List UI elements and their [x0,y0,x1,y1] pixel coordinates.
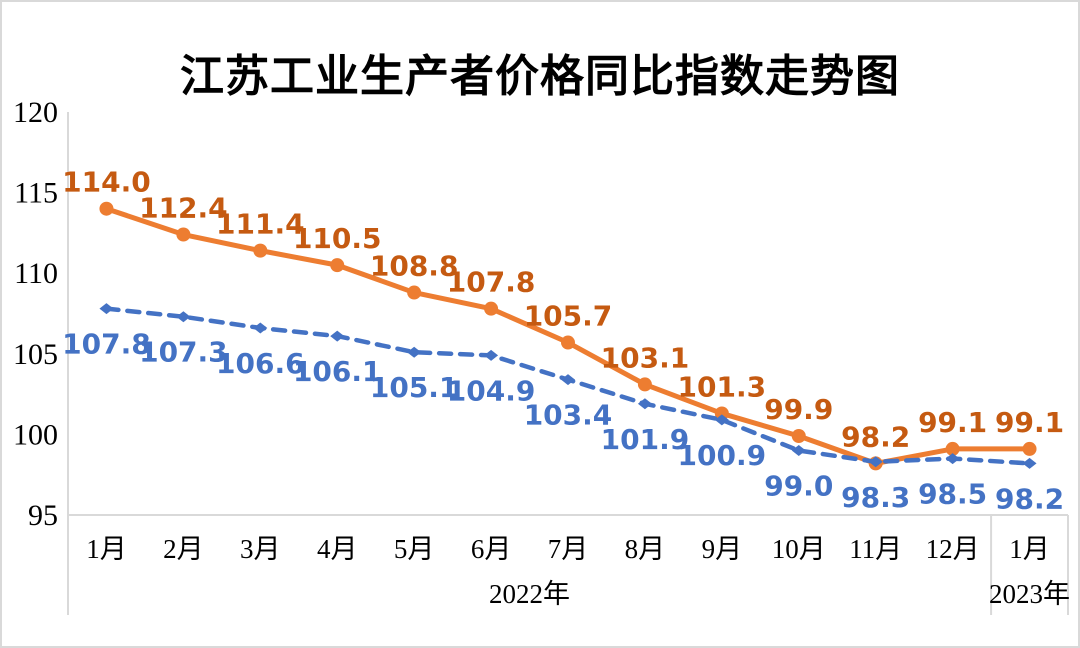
data-label-orange-solid: 111.4 [216,208,305,241]
data-point-marker-blue-dashed [484,349,499,361]
data-label-orange-solid: 103.1 [601,341,690,374]
data-label-blue-dashed: 107.8 [62,328,151,361]
data-label-orange-solid: 101.3 [678,370,767,403]
data-label-orange-solid: 99.1 [995,406,1064,439]
x-tick-label: 9月 [702,534,743,564]
data-point-marker-orange-solid [330,258,345,273]
x-tick-label: 5月 [394,534,435,564]
data-label-blue-dashed: 104.9 [447,374,536,407]
data-label-blue-dashed: 100.9 [678,439,767,472]
data-point-marker-blue-dashed [99,303,114,315]
x-tick-label: 8月 [625,534,666,564]
x-year-label: 2022年 [489,579,570,609]
x-tick-label: 12月 [926,534,980,564]
data-point-marker-blue-dashed [868,456,883,468]
data-point-marker-orange-solid [791,429,806,444]
data-label-blue-dashed: 105.1 [370,371,459,404]
y-tick-label: 120 [13,96,58,129]
x-tick-label: 10月 [772,534,826,564]
data-label-blue-dashed: 101.9 [601,423,690,456]
x-tick-label: 1月 [1009,534,1050,564]
y-tick-label: 100 [13,418,58,451]
data-label-blue-dashed: 107.3 [139,336,228,369]
data-point-marker-orange-solid [99,201,114,216]
y-tick-label: 115 [14,177,58,210]
data-label-orange-solid: 105.7 [524,300,613,333]
x-tick-label: 6月 [471,534,512,564]
data-point-marker-orange-solid [637,377,652,392]
data-label-blue-dashed: 106.1 [293,355,382,388]
data-point-marker-orange-solid [561,335,575,350]
x-tick-label: 4月 [317,534,358,564]
data-point-marker-orange-solid [1022,441,1037,456]
chart-title: 江苏工业生产者价格同比指数走势图 [180,52,900,101]
data-point-marker-blue-dashed [176,311,191,323]
data-label-orange-solid: 98.2 [841,420,910,453]
data-label-orange-solid: 114.0 [62,166,151,199]
data-point-marker-blue-dashed [791,445,806,457]
data-label-orange-solid: 99.1 [918,406,987,439]
data-point-marker-blue-dashed [637,398,652,410]
data-point-marker-blue-dashed [407,346,422,358]
x-tick-label: 11月 [849,534,902,564]
data-point-marker-blue-dashed [561,374,575,386]
x-tick-label: 7月 [548,534,589,564]
y-tick-label: 105 [13,338,58,371]
data-point-marker-orange-solid [484,301,499,316]
data-point-marker-orange-solid [253,243,268,258]
data-point-marker-blue-dashed [330,330,345,342]
data-label-orange-solid: 99.9 [764,393,833,426]
data-point-marker-orange-solid [176,227,191,242]
data-point-marker-orange-solid [945,441,960,456]
x-tick-label: 1月 [86,534,127,564]
data-label-blue-dashed: 98.5 [918,478,987,511]
data-point-marker-blue-dashed [253,322,268,334]
data-label-orange-solid: 110.5 [293,222,382,255]
y-tick-label: 110 [14,257,58,290]
data-label-orange-solid: 107.8 [447,266,536,299]
data-point-marker-orange-solid [407,285,422,300]
x-tick-label: 2月 [163,534,204,564]
data-label-orange-solid: 108.8 [370,250,459,283]
data-label-orange-solid: 112.4 [139,192,228,225]
x-year-label: 2023年 [989,579,1070,609]
x-tick-label: 3月 [240,534,281,564]
data-point-marker-orange-solid [714,406,729,421]
data-label-blue-dashed: 98.3 [841,481,910,514]
y-tick-label: 95 [28,499,58,532]
data-label-blue-dashed: 103.4 [524,399,613,432]
data-point-marker-blue-dashed [945,453,960,465]
data-point-marker-blue-dashed [1022,457,1037,469]
data-label-blue-dashed: 99.0 [764,470,833,503]
data-label-blue-dashed: 106.6 [216,347,305,380]
data-label-blue-dashed: 98.2 [995,482,1064,515]
data-point-marker-blue-dashed [714,414,729,426]
